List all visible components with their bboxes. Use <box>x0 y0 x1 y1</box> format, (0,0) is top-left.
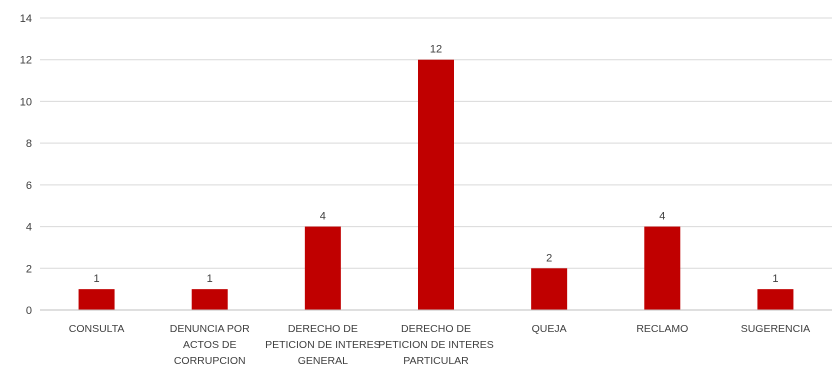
category-label-line: RECLAMO <box>636 323 688 335</box>
category-label-line: DENUNCIA POR <box>170 323 250 335</box>
data-labels: 1 1 4 12 2 4 1 <box>94 44 779 285</box>
bar <box>644 226 681 310</box>
bar <box>78 289 115 310</box>
category-label: DERECHO DE PETICION DE INTERES GENERAL <box>265 323 381 367</box>
data-label: 4 <box>659 211 665 223</box>
y-tick-label: 4 <box>26 222 32 234</box>
data-label: 1 <box>772 273 778 285</box>
data-label: 2 <box>546 252 552 264</box>
category-label-line: PETICION DE INTERES <box>378 339 494 351</box>
y-tick-label: 6 <box>26 180 32 192</box>
bar <box>191 289 228 310</box>
category-label-line: DERECHO DE <box>288 323 358 335</box>
category-label-line: QUEJA <box>532 323 567 335</box>
y-tick-label: 8 <box>26 138 32 150</box>
category-label-line: PETICION DE INTERES <box>265 339 381 351</box>
data-label: 12 <box>430 44 442 56</box>
y-tick-label: 12 <box>20 55 32 67</box>
category-label-line: ACTOS DE <box>183 339 236 351</box>
x-axis: CONSULTA DENUNCIA POR ACTOS DE CORRUPCIONDE… <box>40 309 832 367</box>
y-tick-label: 2 <box>26 263 32 275</box>
category-label-line: SUGERENCIA <box>741 323 810 335</box>
y-axis: 0 2 4 6 8 10 12 14 <box>20 13 32 317</box>
bar <box>757 289 794 310</box>
category-label-line: CONSULTA <box>69 323 125 335</box>
category-label: DERECHO DE PETICION DE INTERES PARTICULAR <box>378 323 494 367</box>
category-label: DENUNCIA POR ACTOS DE CORRUPCION <box>170 323 250 367</box>
data-label: 4 <box>320 211 326 223</box>
y-tick-label: 0 <box>26 305 32 317</box>
category-label-line: GENERAL <box>298 355 348 367</box>
bar <box>531 268 568 310</box>
category-label-line: CORRUPCION <box>174 355 246 367</box>
bars <box>78 59 794 310</box>
y-tick-label: 10 <box>20 96 32 108</box>
y-tick-label: 14 <box>20 13 32 25</box>
category-label: QUEJA <box>532 323 567 335</box>
bar <box>418 59 454 310</box>
category-label: SUGERENCIA <box>741 323 810 335</box>
category-label: CONSULTA <box>69 323 125 335</box>
data-label: 1 <box>207 273 213 285</box>
category-label: RECLAMO <box>636 323 688 335</box>
category-label-line: PARTICULAR <box>403 355 469 367</box>
category-label-line: DERECHO DE <box>401 323 471 335</box>
bar <box>304 226 341 310</box>
data-label: 1 <box>94 273 100 285</box>
